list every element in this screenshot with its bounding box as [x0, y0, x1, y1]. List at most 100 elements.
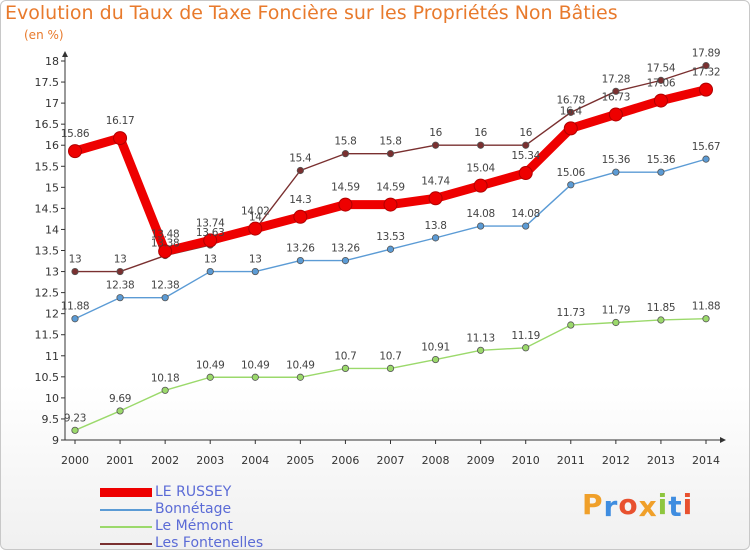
data-label-bonnetage: 15.67 [692, 141, 721, 153]
data-label-le-memont: 10.49 [286, 359, 315, 371]
data-label-le-memont: 11.73 [557, 307, 586, 319]
data-label-bonnetage: 15.06 [557, 167, 586, 179]
y-tick-label: 11 [45, 350, 59, 363]
point-bonnetage [161, 294, 169, 302]
data-label-bonnetage: 12.38 [106, 280, 135, 292]
point-les-fontenelles [341, 150, 350, 158]
data-label-bonnetage: 14.08 [511, 208, 540, 220]
x-tick-label: 2014 [692, 454, 720, 467]
point-bonnetage [386, 245, 395, 253]
point-le-memont [386, 364, 395, 373]
y-tick-label: 13.5 [35, 245, 60, 258]
data-label-le-russey: 13.48 [151, 228, 180, 240]
data-label-le-memont: 11.88 [692, 301, 721, 313]
data-label-le-russey: 15.86 [61, 128, 90, 140]
point-le-memont [477, 346, 485, 354]
point-les-fontenelles [71, 267, 79, 276]
x-tick-label: 2003 [196, 454, 224, 467]
x-tick-label: 2013 [647, 454, 675, 467]
point-les-fontenelles [657, 76, 665, 84]
legend-swatch [100, 509, 152, 511]
point-bonnetage [522, 222, 530, 230]
y-tick-label: 13 [45, 266, 59, 279]
point-le-memont [612, 318, 620, 327]
y-tick-label: 10 [45, 392, 59, 405]
point-les-fontenelles [522, 141, 530, 149]
chart-unit: (en %) [24, 28, 64, 42]
data-label-le-russey: 14.59 [331, 182, 360, 194]
data-label-les-fontenelles: 16 [474, 127, 487, 139]
y-tick-label: 15.5 [35, 160, 60, 173]
point-bonnetage [612, 168, 620, 176]
point-bonnetage [341, 257, 350, 265]
data-label-bonnetage: 15.36 [602, 154, 631, 166]
point-le-memont [657, 316, 665, 324]
y-tick-label: 10.5 [35, 371, 60, 384]
y-tick-label: 17 [45, 97, 59, 110]
point-le-memont [71, 426, 79, 434]
point-le-russey [563, 121, 578, 136]
data-label-le-memont: 9.23 [64, 412, 86, 424]
x-tick-label: 2000 [61, 454, 89, 467]
point-les-fontenelles [702, 62, 710, 70]
data-label-le-memont: 11.13 [466, 332, 495, 344]
x-tick-label: 2010 [512, 454, 540, 467]
x-tick-label: 2005 [286, 454, 314, 467]
axes: 9 9.5 10 10.5 11 11.5 12 12.5 13 13.5 14 14.5 15 15.5… [35, 51, 726, 467]
y-tick-label: 11.5 [35, 329, 60, 342]
point-le-russey [383, 197, 398, 212]
x-tick-label: 2004 [241, 454, 269, 467]
point-les-fontenelles [296, 166, 304, 175]
point-bonnetage [657, 168, 665, 176]
point-le-russey [699, 82, 713, 97]
y-tick-label: 18 [45, 55, 59, 68]
y-tick-label: 12 [45, 308, 59, 321]
legend-label: Bonnétage [155, 501, 232, 517]
y-tick-label: 12.5 [35, 287, 60, 300]
x-tick-label: 2011 [557, 454, 585, 467]
data-label-le-russey: 14.02 [241, 206, 270, 218]
point-le-russey [653, 93, 668, 108]
point-les-fontenelles [477, 141, 485, 149]
legend-label: Le Mémont [155, 518, 233, 534]
data-label-bonnetage: 15.36 [647, 154, 676, 166]
point-le-memont [341, 364, 350, 373]
y-axis-arrow [62, 51, 68, 57]
series-lines [68, 62, 713, 434]
point-bonnetage [251, 267, 259, 276]
data-label-les-fontenelles: 15.4 [289, 152, 312, 164]
data-label-le-memont: 10.91 [421, 342, 450, 354]
point-le-russey [338, 197, 353, 212]
data-label-bonnetage: 11.88 [61, 301, 90, 313]
data-label-les-fontenelles: 13.38 [151, 238, 180, 250]
y-tick-label: 17.5 [35, 76, 60, 89]
legend-swatch [100, 488, 152, 497]
point-le-russey [248, 221, 263, 236]
point-le-russey [473, 178, 488, 193]
point-le-memont [161, 386, 169, 394]
data-label-le-russey: 16.73 [602, 91, 631, 103]
chart-title: Evolution du Taux de Taxe Foncière sur l… [5, 2, 618, 24]
data-label-bonnetage: 13.53 [376, 231, 405, 243]
point-bonnetage [116, 294, 124, 302]
data-label-bonnetage: 13.26 [286, 243, 315, 255]
point-les-fontenelles [431, 141, 440, 149]
data-label-les-fontenelles: 13 [114, 254, 127, 266]
point-les-fontenelles [612, 87, 620, 95]
data-label-les-fontenelles: 17.89 [692, 48, 721, 60]
point-le-memont [567, 321, 575, 329]
data-label-bonnetage: 13 [249, 254, 262, 266]
legend-label: LE RUSSEY [155, 484, 232, 500]
data-label-le-russey: 16.17 [106, 115, 135, 127]
data-label-le-russey: 15.04 [466, 163, 495, 175]
data-label-le-russey: 17.06 [647, 78, 676, 90]
data-label-bonnetage: 13.26 [331, 243, 360, 255]
data-label-le-memont: 9.69 [109, 393, 131, 405]
point-le-memont [116, 407, 124, 415]
legend-label: Les Fontenelles [155, 535, 264, 551]
y-tick-label: 9 [52, 434, 59, 447]
point-le-memont [702, 315, 710, 323]
point-le-memont [431, 355, 440, 364]
point-bonnetage [477, 222, 485, 230]
